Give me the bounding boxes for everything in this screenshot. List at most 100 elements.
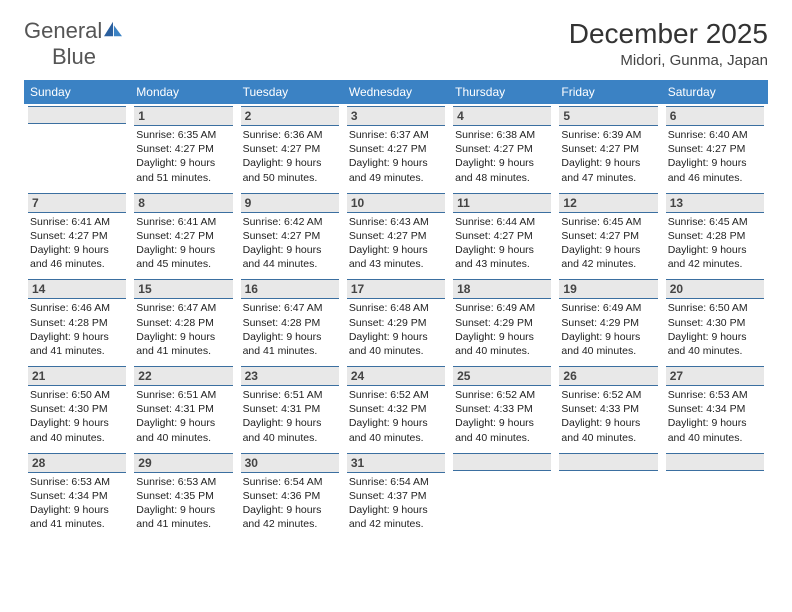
day-number: 28 <box>28 453 126 473</box>
sun-info-line: Sunrise: 6:52 AM <box>349 388 443 402</box>
sun-info-line: Sunrise: 6:53 AM <box>136 475 230 489</box>
sun-info-line: and 40 minutes. <box>668 431 762 445</box>
sun-info-line: Sunrise: 6:44 AM <box>455 215 549 229</box>
calendar-week-row: 14Sunrise: 6:46 AMSunset: 4:28 PMDayligh… <box>24 277 768 364</box>
sun-info-line: and 42 minutes. <box>561 257 655 271</box>
sun-info: Sunrise: 6:49 AMSunset: 4:29 PMDaylight:… <box>453 299 551 358</box>
day-number: 31 <box>347 453 445 473</box>
day-number: 11 <box>453 193 551 213</box>
calendar-cell: 19Sunrise: 6:49 AMSunset: 4:29 PMDayligh… <box>555 277 661 364</box>
sun-info: Sunrise: 6:48 AMSunset: 4:29 PMDaylight:… <box>347 299 445 358</box>
sun-info-line: Daylight: 9 hours <box>136 503 230 517</box>
sun-info-line: Sunrise: 6:41 AM <box>30 215 124 229</box>
sun-info-line: Daylight: 9 hours <box>30 416 124 430</box>
calendar-cell: 31Sunrise: 6:54 AMSunset: 4:37 PMDayligh… <box>343 451 449 538</box>
weekday-header: Thursday <box>449 80 555 104</box>
sun-info-line: Daylight: 9 hours <box>455 156 549 170</box>
sun-info-line: and 48 minutes. <box>455 171 549 185</box>
day-number: 8 <box>134 193 232 213</box>
sun-info-line: Daylight: 9 hours <box>668 243 762 257</box>
sun-info-line: Sunset: 4:37 PM <box>349 489 443 503</box>
sun-info: Sunrise: 6:37 AMSunset: 4:27 PMDaylight:… <box>347 126 445 185</box>
sun-info: Sunrise: 6:47 AMSunset: 4:28 PMDaylight:… <box>241 299 339 358</box>
sun-info: Sunrise: 6:53 AMSunset: 4:35 PMDaylight:… <box>134 473 232 532</box>
logo-part2: Blue <box>24 44 96 69</box>
calendar-cell <box>449 451 555 538</box>
calendar-cell: 11Sunrise: 6:44 AMSunset: 4:27 PMDayligh… <box>449 191 555 278</box>
sun-info-line: Daylight: 9 hours <box>243 156 337 170</box>
day-number: 14 <box>28 279 126 299</box>
day-number: 10 <box>347 193 445 213</box>
day-number: 19 <box>559 279 657 299</box>
sun-info: Sunrise: 6:50 AMSunset: 4:30 PMDaylight:… <box>28 386 126 445</box>
day-number: 18 <box>453 279 551 299</box>
sun-info-line: Sunrise: 6:50 AM <box>30 388 124 402</box>
sun-info: Sunrise: 6:53 AMSunset: 4:34 PMDaylight:… <box>28 473 126 532</box>
logo-text: General Blue <box>24 18 124 70</box>
sun-info-line: Sunrise: 6:40 AM <box>668 128 762 142</box>
sun-info-line: Sunrise: 6:47 AM <box>136 301 230 315</box>
sun-info-line: Sunset: 4:27 PM <box>561 142 655 156</box>
title-block: December 2025 Midori, Gunma, Japan <box>569 18 768 69</box>
day-number: 9 <box>241 193 339 213</box>
sun-info-line: Sunset: 4:27 PM <box>561 229 655 243</box>
logo: General Blue <box>24 18 124 70</box>
weekday-header: Tuesday <box>237 80 343 104</box>
sun-info-line: and 41 minutes. <box>30 517 124 531</box>
sun-info-line: Sunrise: 6:35 AM <box>136 128 230 142</box>
sun-info-line: Sunrise: 6:41 AM <box>136 215 230 229</box>
day-number: 26 <box>559 366 657 386</box>
calendar-cell: 7Sunrise: 6:41 AMSunset: 4:27 PMDaylight… <box>24 191 130 278</box>
sun-info-line: and 46 minutes. <box>668 171 762 185</box>
sun-info-line: Sunset: 4:28 PM <box>136 316 230 330</box>
calendar-cell: 15Sunrise: 6:47 AMSunset: 4:28 PMDayligh… <box>130 277 236 364</box>
sun-info-line: Sunset: 4:33 PM <box>561 402 655 416</box>
logo-part1: General <box>24 18 102 43</box>
sun-info-line: Daylight: 9 hours <box>349 330 443 344</box>
sun-info-line: Sunset: 4:34 PM <box>668 402 762 416</box>
sun-info-line: and 51 minutes. <box>136 171 230 185</box>
calendar-cell: 1Sunrise: 6:35 AMSunset: 4:27 PMDaylight… <box>130 104 236 191</box>
sun-info-line: Sunrise: 6:51 AM <box>136 388 230 402</box>
sun-info-line: and 40 minutes. <box>349 431 443 445</box>
sun-info-line: Sunset: 4:27 PM <box>243 229 337 243</box>
sun-info-line: Sunrise: 6:49 AM <box>455 301 549 315</box>
sun-info: Sunrise: 6:39 AMSunset: 4:27 PMDaylight:… <box>559 126 657 185</box>
sun-info-line: Daylight: 9 hours <box>243 243 337 257</box>
sun-info-line: Sunset: 4:27 PM <box>136 229 230 243</box>
sun-info-line: Daylight: 9 hours <box>30 503 124 517</box>
calendar-cell <box>24 104 130 191</box>
sun-info-line: Daylight: 9 hours <box>561 156 655 170</box>
sun-info-line: Daylight: 9 hours <box>349 156 443 170</box>
calendar-cell <box>555 451 661 538</box>
sun-info-line: Daylight: 9 hours <box>349 503 443 517</box>
weekday-header: Saturday <box>662 80 768 104</box>
sun-info-line: Daylight: 9 hours <box>243 330 337 344</box>
sun-info: Sunrise: 6:54 AMSunset: 4:37 PMDaylight:… <box>347 473 445 532</box>
sun-info-line: and 42 minutes. <box>668 257 762 271</box>
calendar-cell: 17Sunrise: 6:48 AMSunset: 4:29 PMDayligh… <box>343 277 449 364</box>
calendar-table: SundayMondayTuesdayWednesdayThursdayFrid… <box>24 80 768 537</box>
sun-info-line: Sunset: 4:32 PM <box>349 402 443 416</box>
sun-info: Sunrise: 6:36 AMSunset: 4:27 PMDaylight:… <box>241 126 339 185</box>
month-title: December 2025 <box>569 18 768 50</box>
location-label: Midori, Gunma, Japan <box>569 52 768 69</box>
sun-info-line: Daylight: 9 hours <box>136 243 230 257</box>
sun-info-line: and 40 minutes. <box>668 344 762 358</box>
day-number: 30 <box>241 453 339 473</box>
header: General Blue December 2025 Midori, Gunma… <box>24 18 768 70</box>
sun-info-line: Sunrise: 6:48 AM <box>349 301 443 315</box>
calendar-cell: 18Sunrise: 6:49 AMSunset: 4:29 PMDayligh… <box>449 277 555 364</box>
sun-info-line: Sunrise: 6:37 AM <box>349 128 443 142</box>
calendar-cell: 6Sunrise: 6:40 AMSunset: 4:27 PMDaylight… <box>662 104 768 191</box>
calendar-header-row: SundayMondayTuesdayWednesdayThursdayFrid… <box>24 80 768 104</box>
sun-info-line: Daylight: 9 hours <box>30 243 124 257</box>
sun-info-line: Daylight: 9 hours <box>561 416 655 430</box>
sun-info-line: and 44 minutes. <box>243 257 337 271</box>
sun-info: Sunrise: 6:42 AMSunset: 4:27 PMDaylight:… <box>241 213 339 272</box>
sun-info-line: Sunrise: 6:45 AM <box>561 215 655 229</box>
day-number: 23 <box>241 366 339 386</box>
sun-info-line: and 42 minutes. <box>243 517 337 531</box>
calendar-cell: 24Sunrise: 6:52 AMSunset: 4:32 PMDayligh… <box>343 364 449 451</box>
day-number: 25 <box>453 366 551 386</box>
